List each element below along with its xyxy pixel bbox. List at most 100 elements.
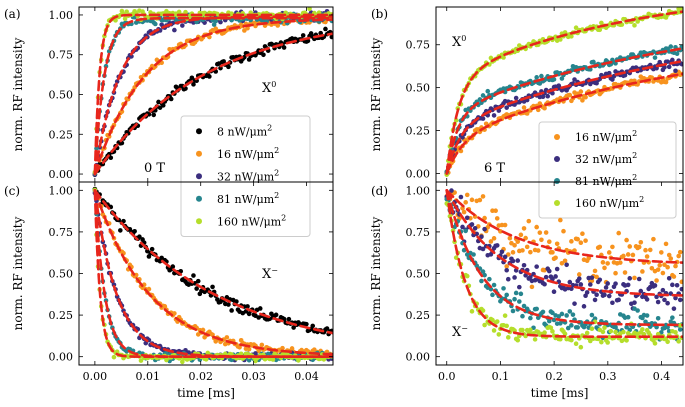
data-point [153, 21, 158, 27]
x-tick-label: 0.0 [438, 370, 456, 383]
data-point [189, 75, 195, 81]
data-point [613, 324, 618, 330]
data-point [649, 265, 655, 271]
data-point [463, 200, 468, 205]
data-point [641, 331, 647, 337]
data-point [580, 98, 585, 103]
data-point [663, 79, 669, 85]
data-point [270, 357, 276, 362]
data-point [482, 322, 487, 328]
data-point [600, 329, 606, 335]
data-point [643, 247, 648, 253]
data-point [559, 76, 565, 81]
data-point [488, 286, 494, 292]
series-16-nw--m- [444, 190, 683, 290]
data-point [461, 209, 467, 215]
data-point [655, 299, 661, 305]
data-point [673, 68, 678, 74]
data-point [213, 18, 219, 24]
data-point [540, 309, 546, 315]
data-point [464, 192, 470, 198]
data-point [124, 9, 129, 14]
data-point [494, 216, 500, 221]
data-point [529, 284, 535, 290]
y-tick-label: 0.75 [406, 226, 431, 239]
data-point [622, 270, 628, 275]
data-point [583, 238, 588, 243]
data-point [471, 252, 476, 257]
data-point [640, 327, 645, 332]
data-point [289, 346, 295, 351]
data-point [597, 277, 603, 283]
data-point [569, 323, 574, 328]
data-point [670, 57, 675, 63]
data-point [520, 313, 525, 319]
data-point [280, 345, 285, 351]
data-point [572, 301, 577, 306]
data-point [576, 272, 582, 277]
y-tick-label: 0.25 [406, 309, 431, 322]
y-tick-label: 0.00 [49, 168, 74, 181]
data-point [496, 108, 502, 113]
data-point [679, 286, 683, 292]
data-point [286, 316, 292, 322]
data-point [673, 263, 678, 269]
data-point [488, 239, 494, 244]
x-tick-label: 0.02 [188, 370, 213, 383]
data-point [565, 325, 571, 331]
x-tick-label: 0.01 [136, 370, 161, 383]
data-point [569, 239, 574, 244]
data-point [281, 45, 287, 50]
data-point [550, 90, 555, 96]
data-point [469, 197, 475, 203]
data-point [594, 292, 599, 298]
data-point [460, 135, 465, 140]
data-point [617, 260, 623, 265]
data-point [567, 309, 573, 314]
data-point [170, 264, 176, 269]
data-point [504, 267, 509, 273]
x-tick-label: 0.04 [294, 370, 319, 383]
data-point [480, 194, 486, 199]
legend-marker [196, 173, 202, 180]
data-point [237, 344, 242, 350]
data-point [238, 351, 244, 357]
data-point [162, 304, 168, 309]
data-point [580, 231, 585, 236]
data-point [118, 228, 123, 233]
data-point [460, 224, 465, 230]
data-point [660, 270, 666, 276]
data-point [569, 337, 574, 343]
data-point [569, 286, 574, 292]
data-point [613, 281, 618, 286]
data-point [679, 279, 683, 285]
data-point [512, 296, 517, 302]
data-point [562, 258, 568, 264]
data-point [625, 314, 631, 320]
fit-line [93, 189, 333, 335]
data-point [599, 339, 604, 345]
data-point [226, 302, 231, 307]
data-point [572, 77, 577, 82]
data-point [487, 276, 492, 282]
data-point [521, 226, 527, 231]
legend-box [538, 121, 677, 219]
y-axis-label: norm. RF intensity [369, 37, 383, 151]
data-point [668, 44, 674, 49]
data-point [203, 357, 209, 362]
data-point [619, 22, 625, 27]
legend-marker [554, 200, 560, 206]
data-point [491, 113, 497, 118]
annotation-label: X− [262, 266, 278, 282]
data-point [638, 239, 644, 245]
data-point [676, 253, 681, 259]
data-point [111, 354, 117, 360]
data-point [542, 281, 547, 287]
legend-entry: 16 nW/μm2 [575, 129, 637, 144]
y-tick-label: 0.75 [49, 49, 74, 62]
data-point [564, 262, 569, 268]
fit-line [445, 189, 683, 327]
fit-line [93, 16, 333, 176]
data-point [559, 311, 565, 317]
data-point [655, 316, 661, 321]
